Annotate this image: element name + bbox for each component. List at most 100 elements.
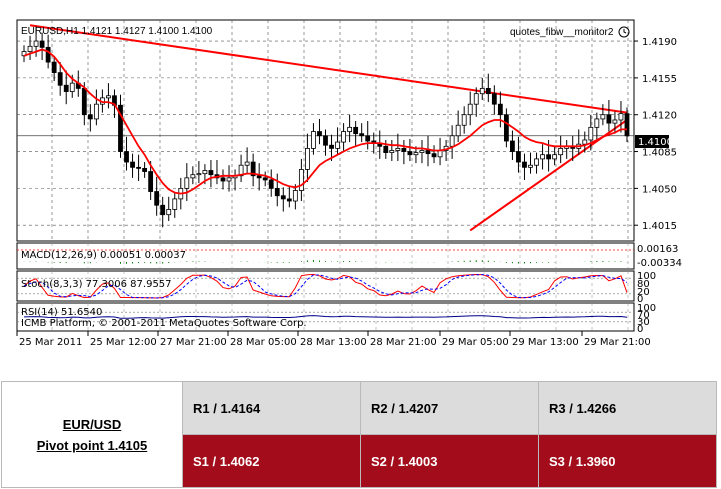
candle-body <box>244 161 250 166</box>
macd-label: MACD(12,26,9) 0.00051 0.00037 <box>21 250 186 261</box>
watermark-label: quotes_fibw__monitor2 <box>510 27 614 38</box>
candle-body <box>425 150 431 155</box>
rsi-scale-0: 0 <box>637 324 643 335</box>
rsi-scale-70: 70 <box>637 310 650 321</box>
candle-body <box>491 93 497 105</box>
chart-title: EURUSD,H1 1.4121 1.4127 1.4100 1.4100 <box>21 26 213 37</box>
candle-body <box>280 195 286 200</box>
pivot-point-label: Pivot point 1.4105 <box>36 437 148 453</box>
resistance-2: R2 / 1.4207 <box>360 381 539 435</box>
candle-body <box>497 103 503 116</box>
candle-body <box>317 131 322 137</box>
candle-body <box>196 173 202 176</box>
candle-body <box>546 154 551 160</box>
candle-body <box>208 170 214 176</box>
time-tick-label: 28 Mar 13:00 <box>300 337 367 348</box>
candle-body <box>618 113 624 121</box>
candle-body <box>142 167 148 172</box>
stoch-scale-0: 0 <box>637 294 643 305</box>
candle-body <box>154 191 160 206</box>
candle-body <box>347 126 353 132</box>
trendline[interactable] <box>29 24 628 114</box>
stoch-scale-80: 80 <box>637 279 650 290</box>
candle-body <box>516 151 521 163</box>
candle-body <box>298 169 304 191</box>
price-tick-label: 1.4015 <box>642 221 677 232</box>
candle-body <box>226 177 232 182</box>
stoch-label: Stoch(8,3,3) 77.3006 87.9557 <box>21 279 172 290</box>
candle-body <box>522 161 527 168</box>
macd-scale-top: 0.00163 <box>637 244 678 255</box>
current-price-label: 1.4100 <box>638 137 673 148</box>
candle-body <box>286 198 292 202</box>
settings-icon[interactable] <box>618 26 630 38</box>
price-tick-label: 1.4190 <box>642 37 677 48</box>
stoch-scale-100: 100 <box>637 271 656 282</box>
candle-body <box>335 141 340 149</box>
candle-body <box>419 150 425 154</box>
candle-body <box>124 151 129 163</box>
candle-body <box>81 88 87 116</box>
stoch-signal-line <box>23 274 628 299</box>
candle-body <box>461 114 467 126</box>
candle-body <box>582 139 588 145</box>
candle-body <box>606 114 612 124</box>
candle-body <box>467 103 473 116</box>
candle-body <box>413 152 419 156</box>
price-tick-label: 1.4085 <box>642 148 677 159</box>
candle-body <box>389 150 395 154</box>
candle-body <box>27 45 33 52</box>
candle-body <box>588 126 594 141</box>
candle-body <box>558 147 564 156</box>
pair-label: EUR/USD <box>62 416 122 432</box>
candle-body <box>383 145 389 154</box>
price-chart[interactable]: 1.4190 1.4155 1.4120 1.4085 1.4050 1.4015 EUR… <box>0 0 721 380</box>
candle-body <box>160 204 166 216</box>
candle-body <box>262 177 268 181</box>
candle-body <box>190 174 196 179</box>
pair-cell: EUR/USD Pivot point 1.4105 <box>1 381 183 488</box>
candle-body <box>45 46 51 63</box>
support-1: S1 / 1.4062 <box>182 434 361 488</box>
candle-body <box>329 144 334 149</box>
candle-body <box>256 175 262 179</box>
candle-body <box>534 158 539 166</box>
time-tick-label: 27 Mar 21:00 <box>160 337 227 348</box>
candle-body <box>449 135 455 147</box>
rsi-scale-100: 100 <box>637 303 656 314</box>
candle-body <box>455 124 461 137</box>
candle-body <box>220 177 226 182</box>
candle-body <box>353 126 359 135</box>
candle-body <box>510 140 515 152</box>
candle-body <box>528 164 533 168</box>
candle-body <box>87 114 93 120</box>
candle-body <box>485 88 491 95</box>
candle-body <box>51 61 57 74</box>
candle-body <box>401 147 407 152</box>
candle-body <box>93 103 99 120</box>
moving-average <box>23 48 627 195</box>
support-3: S3 / 1.3960 <box>538 434 717 488</box>
rsi-scale-30: 30 <box>637 317 650 328</box>
resistance-3: R3 / 1.4266 <box>538 381 717 435</box>
price-tick-label: 1.4155 <box>642 74 677 85</box>
moving-average-line <box>23 48 627 195</box>
candle-body <box>395 147 401 151</box>
support-2: S2 / 1.4003 <box>360 434 539 488</box>
candle-body <box>479 88 485 95</box>
price-axis: 1.4190 1.4155 1.4120 1.4085 1.4050 1.4015 <box>634 37 677 232</box>
candle-body <box>238 164 244 177</box>
candle-body <box>39 40 45 48</box>
stoch-scale-20: 20 <box>637 287 650 298</box>
current-price-badge <box>635 135 669 148</box>
candle-body <box>69 82 75 92</box>
candle-body <box>172 198 178 210</box>
stochastic-lines <box>17 273 634 299</box>
candle-body <box>57 72 63 86</box>
candle-body <box>437 150 443 158</box>
macd-panel <box>16 242 635 270</box>
candle-body <box>540 154 545 160</box>
candle-body <box>118 104 123 152</box>
time-tick-label: 25 Mar 12:00 <box>90 337 157 348</box>
candle-body <box>431 153 437 158</box>
